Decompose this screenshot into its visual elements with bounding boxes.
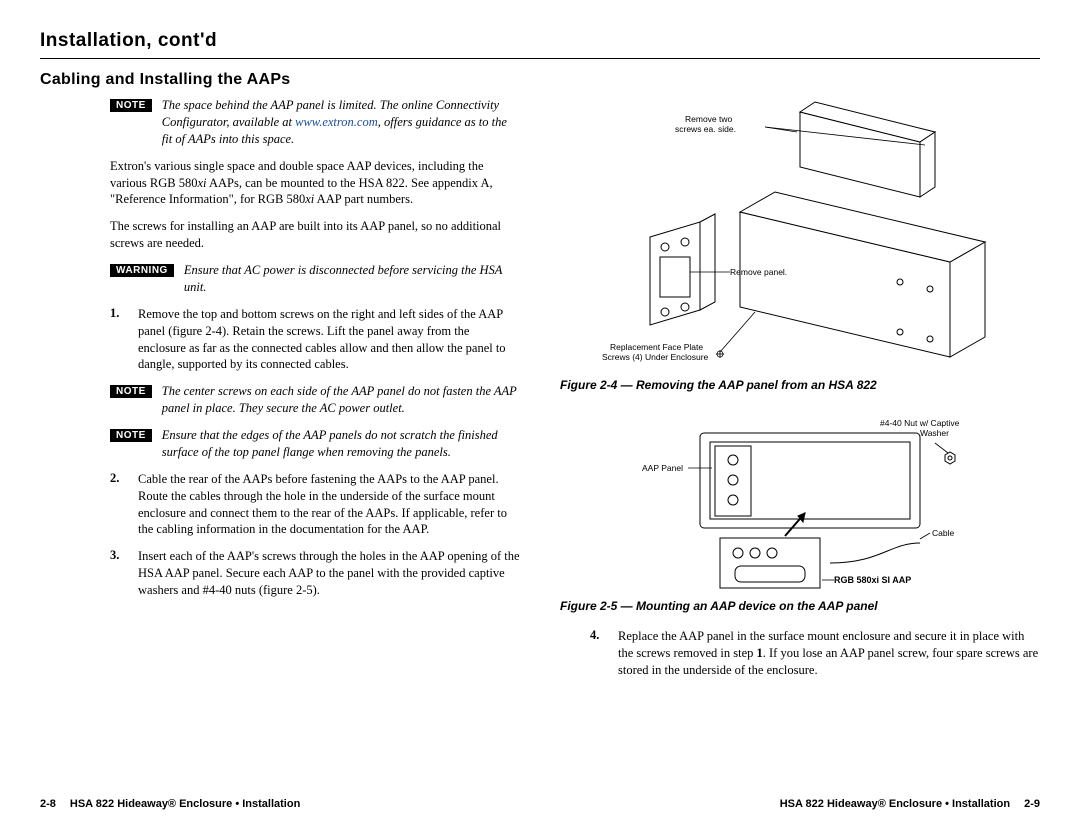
footer-left-page: 2-8 bbox=[40, 798, 56, 810]
step-3-text: Insert each of the AAP's screws through … bbox=[138, 548, 520, 599]
footer-left-text: HSA 822 Hideaway® Enclosure • Installati… bbox=[70, 798, 300, 810]
page-header: Installation, cont'd bbox=[40, 30, 1040, 52]
step-4-num: 4. bbox=[590, 628, 618, 679]
fig25-label3: Cable bbox=[932, 528, 954, 538]
note-text-3: Ensure that the edges of the AAP panels … bbox=[162, 427, 520, 461]
body-p1: Extron's various single space and double… bbox=[40, 158, 520, 209]
fig25-label1: #4-40 Nut w/ Captive bbox=[880, 418, 960, 428]
section-title: Cabling and Installing the AAPs bbox=[40, 71, 1040, 89]
fig24-label3b: Screws (4) Under Enclosure bbox=[602, 352, 709, 362]
fig24-label3: Replacement Face Plate bbox=[610, 342, 703, 352]
figure-2-4: Remove two screws ea. side. Remove panel… bbox=[560, 97, 1040, 372]
warning-block: WARNING Ensure that AC power is disconne… bbox=[40, 262, 520, 296]
footer-right-page: 2-9 bbox=[1024, 798, 1040, 810]
note-block-3: NOTE Ensure that the edges of the AAP pa… bbox=[40, 427, 520, 461]
footer: 2-8 HSA 822 Hideaway® Enclosure • Instal… bbox=[40, 798, 1040, 810]
warning-text: Ensure that AC power is disconnected bef… bbox=[184, 262, 520, 296]
fig25-label2: AAP Panel bbox=[642, 463, 683, 473]
note-tag-3: NOTE bbox=[110, 429, 152, 442]
fig25-label1b: Washer bbox=[920, 428, 949, 438]
step-4-text: Replace the AAP panel in the surface mou… bbox=[618, 628, 1040, 679]
figure-2-5-caption: Figure 2-5 — Mounting an AAP device on t… bbox=[560, 599, 1040, 615]
step-2-num: 2. bbox=[110, 471, 138, 539]
xi2: xi bbox=[305, 192, 314, 206]
body-p2: The screws for installing an AAP are bui… bbox=[40, 218, 520, 252]
note-text-2: The center screws on each side of the AA… bbox=[162, 383, 520, 417]
step-4: 4. Replace the AAP panel in the surface … bbox=[560, 628, 1040, 679]
header-rule bbox=[40, 58, 1040, 59]
note-text-1: The space behind the AAP panel is limite… bbox=[162, 97, 520, 148]
figure-2-4-caption: Figure 2-4 — Removing the AAP panel from… bbox=[560, 378, 1040, 394]
fig24-label1b: screws ea. side. bbox=[675, 124, 736, 134]
xi1: xi bbox=[198, 176, 207, 190]
figure-2-5: #4-40 Nut w/ Captive Washer AAP Panel Ca… bbox=[560, 408, 1040, 593]
step-2-text: Cable the rear of the AAPs before fasten… bbox=[138, 471, 520, 539]
extron-link[interactable]: www.extron.com bbox=[295, 115, 378, 129]
note-block-2: NOTE The center screws on each side of t… bbox=[40, 383, 520, 417]
footer-right-text: HSA 822 Hideaway® Enclosure • Installati… bbox=[780, 798, 1010, 810]
step-1-num: 1. bbox=[110, 306, 138, 374]
p1c: AAP part numbers. bbox=[314, 192, 413, 206]
fig24-label2: Remove panel. bbox=[730, 267, 787, 277]
step-3-num: 3. bbox=[110, 548, 138, 599]
fig24-label1: Remove two bbox=[685, 114, 733, 124]
step-2: 2. Cable the rear of the AAPs before fas… bbox=[40, 471, 520, 539]
note-block-1: NOTE The space behind the AAP panel is l… bbox=[40, 97, 520, 148]
step-3: 3. Insert each of the AAP's screws throu… bbox=[40, 548, 520, 599]
warning-tag: WARNING bbox=[110, 264, 174, 277]
fig25-label4: RGB 580xi SI AAP bbox=[834, 575, 911, 585]
step-1: 1. Remove the top and bottom screws on t… bbox=[40, 306, 520, 374]
note-tag-2: NOTE bbox=[110, 385, 152, 398]
step-1-text: Remove the top and bottom screws on the … bbox=[138, 306, 520, 374]
note-tag: NOTE bbox=[110, 99, 152, 112]
